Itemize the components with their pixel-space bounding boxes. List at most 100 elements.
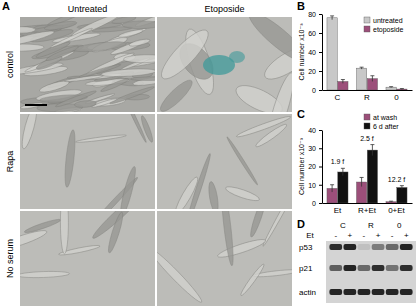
legend-label: 6 d after (373, 123, 399, 130)
cell (20, 29, 55, 49)
panel-label: B (297, 0, 305, 12)
cell (236, 114, 292, 139)
tick-label: C (335, 93, 341, 102)
y-axis: 010203040 (308, 127, 322, 207)
lane-group-label: C (340, 221, 346, 230)
tick: 0 (394, 93, 399, 102)
band (400, 265, 413, 271)
error-bar (360, 177, 364, 186)
bar (338, 172, 348, 203)
tick-label: 20 (308, 163, 316, 170)
legend-label: etoposide (373, 26, 403, 34)
cell (244, 17, 292, 68)
legend: untreated etoposide (364, 17, 403, 34)
cell (55, 89, 97, 108)
y-axis: 020406080 (308, 11, 322, 94)
error-bar-stem (342, 168, 343, 175)
micrograph-background (20, 211, 155, 306)
error-bar-cap (341, 168, 345, 169)
error-bar-stem (342, 80, 343, 84)
error-bar (330, 16, 334, 20)
x-axis: C R 0 (323, 91, 413, 102)
band (344, 265, 357, 271)
tick: 20 (308, 68, 322, 75)
cell (63, 129, 77, 187)
legend-label: untreated (373, 17, 403, 24)
tick-mark (319, 33, 322, 34)
legend-swatch (364, 26, 370, 32)
band (386, 289, 399, 295)
lane-sign: - (334, 231, 337, 240)
cell (118, 166, 138, 209)
axis-line (323, 203, 413, 204)
cell (224, 184, 260, 203)
lane-group-label: 0 (397, 221, 402, 230)
error-bar (370, 76, 374, 82)
cell (109, 85, 155, 105)
band (372, 244, 385, 250)
axis-line (322, 15, 323, 91)
tick: 60 (308, 30, 322, 37)
cell (248, 211, 268, 238)
tick-label: Et (334, 206, 342, 215)
error-bar-cap (370, 144, 374, 145)
tick-mark (319, 52, 322, 53)
axis-title: Cell number x10⁻³ (298, 137, 305, 195)
x-axis: Et R+Et 0+Et (323, 204, 413, 215)
tick: R+Et (358, 206, 377, 215)
series (327, 177, 396, 203)
tick-label: 80 (308, 11, 316, 18)
cell (50, 27, 93, 49)
lane-group-label: R (368, 221, 374, 230)
error-bar-cap (330, 15, 334, 16)
cell (60, 211, 68, 254)
cell (157, 24, 214, 85)
error-bar-stem (372, 76, 373, 82)
cell (20, 44, 44, 52)
cell (172, 175, 201, 209)
error-bar (389, 201, 393, 202)
tick-label: 20 (308, 68, 316, 75)
tick: 0+Et (388, 206, 405, 215)
tick-mark (319, 185, 322, 186)
western-blot: DCR0Et-+-+-+p53p21actin (297, 218, 416, 303)
cell (45, 44, 79, 62)
tick: 20 (308, 163, 322, 170)
row-header: No serum (5, 239, 15, 278)
plot-area (327, 145, 407, 203)
cell (263, 71, 292, 112)
micrograph (20, 17, 155, 112)
tick-mark (319, 203, 322, 204)
tick-label: 30 (308, 145, 316, 152)
error-bar-stem (361, 177, 362, 186)
bar (386, 202, 396, 203)
micrograph-background (157, 114, 292, 209)
bar-chart: C010203040EtR+Et0+EtCell number x10⁻³1.9… (297, 108, 413, 215)
legend-swatch (364, 114, 370, 120)
tick: Et (334, 206, 342, 215)
bar (356, 68, 366, 90)
tick-mark (319, 130, 322, 131)
tick-label: 60 (308, 30, 316, 37)
bar (397, 187, 407, 203)
tick-label: 0+Et (388, 206, 405, 215)
cell (20, 114, 40, 150)
bar (327, 18, 337, 90)
tick: C (335, 93, 341, 102)
micrograph (157, 114, 292, 209)
tick: R (364, 93, 370, 102)
cell (119, 114, 147, 143)
tick: 0 (312, 200, 322, 207)
error-bar (389, 86, 393, 88)
band-label: actin (299, 288, 316, 297)
band (358, 289, 371, 295)
tick-label: 0 (312, 200, 316, 207)
scale-bar (25, 104, 47, 106)
cell (128, 38, 150, 48)
error-bar-cap (400, 185, 404, 186)
cell (106, 211, 125, 254)
panel-label: D (297, 218, 305, 230)
tick: 30 (308, 145, 322, 152)
tick-label: 40 (308, 127, 316, 134)
cell (64, 74, 103, 83)
